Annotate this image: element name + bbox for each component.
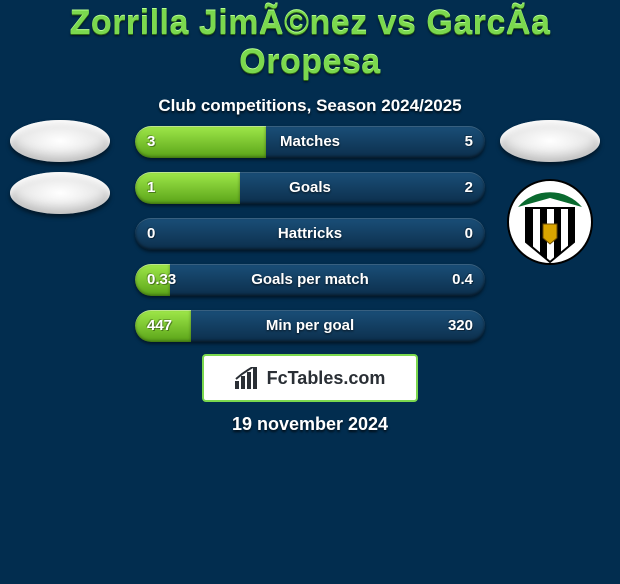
- stat-bar: 3 Matches 5: [135, 126, 485, 158]
- stat-bar: 1 Goals 2: [135, 172, 485, 204]
- stat-value-right: 5: [465, 126, 473, 158]
- merida-badge-svg: MERIDA: [500, 172, 600, 272]
- page-subtitle: Club competitions, Season 2024/2025: [0, 96, 620, 116]
- stat-label: Goals: [135, 172, 485, 204]
- stat-value-right: 320: [448, 310, 473, 342]
- fctables-label: FcTables.com: [267, 368, 386, 389]
- page-title: Zorrilla JimÃ©nez vs GarcÃa Oropesa: [0, 4, 620, 82]
- right-club-badge: MERIDA: [500, 172, 600, 256]
- stat-bar: 0 Hattricks 0: [135, 218, 485, 250]
- stat-label: Hattricks: [135, 218, 485, 250]
- stat-value-right: 0: [465, 218, 473, 250]
- right-player-column: MERIDA: [500, 120, 600, 256]
- left-club-badge-placeholder: [10, 172, 110, 214]
- fctables-box[interactable]: FcTables.com: [202, 354, 418, 402]
- left-player-avatar: [10, 120, 110, 162]
- stat-label: Matches: [135, 126, 485, 158]
- date-label: 19 november 2024: [0, 414, 620, 435]
- left-player-column: [10, 120, 110, 214]
- bars-icon: [235, 367, 261, 389]
- stats-bars: 3 Matches 5 1 Goals 2 0 Hattricks 0 0.33…: [135, 126, 485, 342]
- stat-bar: 0.33 Goals per match 0.4: [135, 264, 485, 296]
- stat-value-right: 2: [465, 172, 473, 204]
- stat-value-right: 0.4: [452, 264, 473, 296]
- stat-label: Min per goal: [135, 310, 485, 342]
- right-player-avatar: [500, 120, 600, 162]
- stat-bar: 447 Min per goal 320: [135, 310, 485, 342]
- stat-label: Goals per match: [135, 264, 485, 296]
